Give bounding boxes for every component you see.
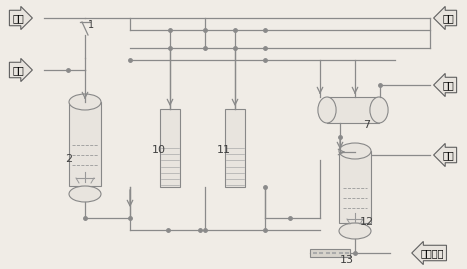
Text: 放空: 放空 xyxy=(442,13,454,23)
Text: 13: 13 xyxy=(340,255,354,265)
Ellipse shape xyxy=(69,94,101,110)
Text: 7: 7 xyxy=(363,120,370,130)
Bar xyxy=(69,102,101,186)
Text: 11: 11 xyxy=(217,145,231,155)
Text: 氮气: 氮气 xyxy=(12,13,24,23)
Text: 去聚合金: 去聚合金 xyxy=(420,248,444,258)
Text: 氮气: 氮气 xyxy=(442,80,454,90)
Ellipse shape xyxy=(339,223,371,239)
Bar xyxy=(339,151,371,223)
Bar xyxy=(327,97,379,123)
Text: 1: 1 xyxy=(88,20,94,30)
Text: 乙烷: 乙烷 xyxy=(12,65,24,75)
Ellipse shape xyxy=(318,97,336,123)
Bar xyxy=(225,109,245,187)
Text: 2: 2 xyxy=(65,154,72,164)
Ellipse shape xyxy=(339,143,371,159)
Text: 12: 12 xyxy=(360,217,374,227)
Bar xyxy=(160,109,180,187)
Text: 10: 10 xyxy=(152,145,166,155)
Text: 氮气: 氮气 xyxy=(442,150,454,160)
Ellipse shape xyxy=(69,186,101,202)
Bar xyxy=(310,249,350,257)
Ellipse shape xyxy=(370,97,388,123)
